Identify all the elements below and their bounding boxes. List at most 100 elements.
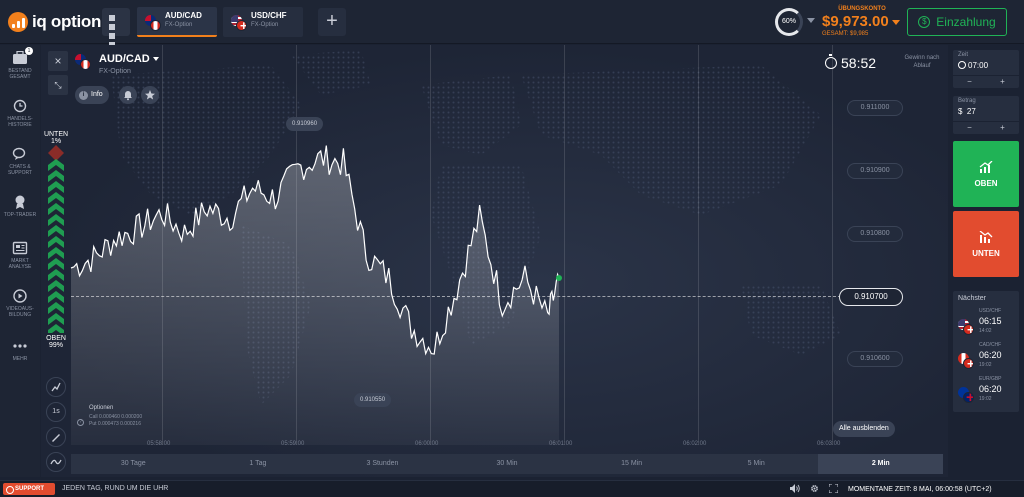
info-button[interactable]: i Info — [75, 86, 109, 104]
timeframe-button[interactable]: 1s — [46, 402, 66, 422]
period-2-min[interactable]: 2 Min — [818, 454, 944, 474]
fullscreen-icon[interactable] — [828, 483, 839, 495]
next-expiry-time: 06:20 — [979, 350, 1002, 360]
options-title[interactable]: Optionen — [89, 405, 114, 411]
clock-icon — [958, 61, 966, 69]
amount-input[interactable]: $ 27 — [958, 107, 976, 116]
current-time: MOMENTANE ZEIT: 8 MAI, 06:00:58 (UTC+2) — [848, 486, 992, 493]
sidebar-item-label: HANDELS-HISTORIE — [7, 116, 33, 128]
sentiment-bar — [48, 145, 64, 333]
grid-line — [430, 45, 431, 445]
price-level: 0.910600 — [847, 351, 903, 367]
period-1-day[interactable]: 1 Tag — [249, 460, 267, 467]
sentiment-chevron — [48, 269, 64, 281]
period-30-min[interactable]: 30 Min — [496, 460, 518, 467]
hide-all-button[interactable]: Alle ausblenden — [833, 421, 895, 437]
asset-tab-aud-cad[interactable]: AUD/CAD FX-Option — [137, 7, 217, 37]
account-switcher[interactable]: ÜBUNGSKONTO $9,973.00 GESAMT: $9,985 — [822, 6, 902, 37]
sidebar-item-history[interactable]: HANDELS-HISTORIE — [0, 99, 40, 128]
period-3-hours[interactable]: 3 Stunden — [366, 460, 399, 467]
account-total: GESAMT: $9,985 — [822, 31, 869, 37]
profit-after-expiry-label: Gewinn nach Ablauf — [904, 55, 940, 69]
sidebar-item-video-education[interactable]: VIDEOAUS-BILDUNG — [0, 289, 40, 318]
asset-title[interactable]: AUD/CAD — [99, 53, 159, 65]
info-label: Info — [91, 91, 103, 98]
next-expiry-item[interactable]: USD/CHF 06:15 14:02 — [956, 307, 1018, 341]
grid-icon[interactable] — [102, 8, 130, 48]
period-selector: 30 Tage 1 Tag 3 Stunden 30 Min 15 Min 5 … — [71, 454, 944, 474]
asset-tab-type: FX-Option — [251, 22, 279, 28]
chat-icon — [12, 147, 28, 161]
expiry-time-decrease[interactable]: − — [953, 75, 986, 87]
history-icon — [12, 99, 28, 113]
draw-icon[interactable] — [46, 427, 66, 447]
sidebar-item-label: BESTAND GESAMT — [8, 68, 32, 80]
volume-icon[interactable] — [790, 484, 800, 495]
sentiment-chevron — [48, 313, 64, 325]
close-icon[interactable]: × — [48, 51, 68, 71]
trend-down-icon — [979, 231, 993, 243]
expiry-timer: 58:52 — [825, 54, 877, 71]
next-expiry-time: 06:15 — [979, 316, 1002, 326]
portfolio-badge: 1 — [25, 47, 33, 55]
indicators-icon[interactable] — [46, 452, 66, 472]
current-price-line — [71, 296, 841, 297]
period-5-min[interactable]: 5 Min — [747, 460, 765, 467]
expiry-time-value[interactable]: 07:00 — [958, 61, 988, 70]
bell-icon[interactable] — [119, 86, 137, 104]
period-30-days[interactable]: 30 Tage — [120, 460, 146, 467]
flag-aud-cad-icon — [75, 54, 91, 70]
next-expiry-remaining: 19:02 — [979, 396, 992, 402]
price-line — [70, 145, 560, 356]
period-15-min[interactable]: 15 Min — [621, 460, 643, 467]
top-bar: iq option AUD/CAD FX-Option USD/CHF FX-O… — [0, 0, 1024, 48]
call-label: OBEN — [974, 179, 998, 188]
next-expiries-title: Nächster — [958, 295, 987, 302]
settings-gear-icon[interactable] — [810, 484, 819, 495]
add-tab-button[interactable]: + — [318, 8, 346, 36]
sentiment-chevron — [48, 258, 64, 270]
sidebar-item-market-analysis[interactable]: MARKT ANALYSE — [0, 241, 40, 270]
logo[interactable]: iq option — [8, 11, 101, 33]
expiry-timer-value: 58:52 — [841, 55, 877, 71]
sidebar-item-more[interactable]: MEHR — [0, 339, 40, 362]
sidebar-item-label: VIDEOAUS-BILDUNG — [6, 306, 34, 318]
sentiment-chevron — [48, 192, 64, 204]
low-price-marker: 0.910550 — [354, 393, 392, 407]
star-icon[interactable] — [141, 86, 159, 104]
time-label: 05:58:00 — [147, 441, 171, 447]
trend-up-icon — [979, 161, 993, 173]
expiry-time-increase[interactable]: + — [986, 75, 1019, 87]
amount-value: 27 — [966, 107, 976, 116]
chevron-down-icon[interactable] — [807, 18, 815, 23]
sidebar-item-portfolio[interactable]: 1 BESTAND GESAMT — [0, 47, 40, 80]
time-label: 06:03:00 — [817, 441, 841, 447]
put-button[interactable]: UNTEN — [953, 211, 1019, 277]
currency-symbol: $ — [958, 107, 963, 116]
amount-control: Betrag $ 27 − + — [953, 96, 1019, 134]
sentiment-chevron — [48, 324, 64, 333]
expiry-time-label: Zeit — [958, 52, 969, 58]
collapse-icon[interactable]: ⤡ — [48, 75, 68, 95]
expiry-time-text: 07:00 — [968, 61, 989, 70]
profit-ring[interactable]: 60% — [775, 8, 803, 36]
asset-tab-usd-chf[interactable]: USD/CHF FX-Option — [223, 7, 303, 37]
next-expiry-item[interactable]: EUR/GBP 06:20 19:02 — [956, 375, 1018, 409]
sidebar-item-chats[interactable]: CHATS & SUPPORT — [0, 147, 40, 176]
price-chart[interactable] — [41, 45, 948, 477]
sidebar-item-label: MARKT ANALYSE — [8, 258, 32, 270]
options-info: Optionen ? Call 0.000460 0.000200 Put 0.… — [77, 405, 197, 428]
current-price-label: 0.910700 — [839, 288, 903, 306]
amount-increase[interactable]: + — [986, 121, 1019, 133]
call-button[interactable]: OBEN — [953, 141, 1019, 207]
sidebar-item-top-trader[interactable]: TOP-TRADER — [0, 195, 40, 218]
chart-panel: × ⤡ AUD/CAD FX-Option i Info UNTEN 1% OBE… — [41, 45, 948, 477]
support-button[interactable]: SUPPORT — [3, 483, 55, 495]
flag-usd-chf-icon — [231, 15, 247, 31]
sentiment-chevron — [48, 247, 64, 259]
chart-type-icon[interactable] — [46, 377, 66, 397]
next-expiry-item[interactable]: CAD/CHF 06:20 19:02 — [956, 341, 1018, 375]
deposit-button[interactable]: $ Einzahlung — [907, 8, 1007, 36]
help-icon[interactable]: ? — [77, 419, 84, 426]
amount-decrease[interactable]: − — [953, 121, 986, 133]
